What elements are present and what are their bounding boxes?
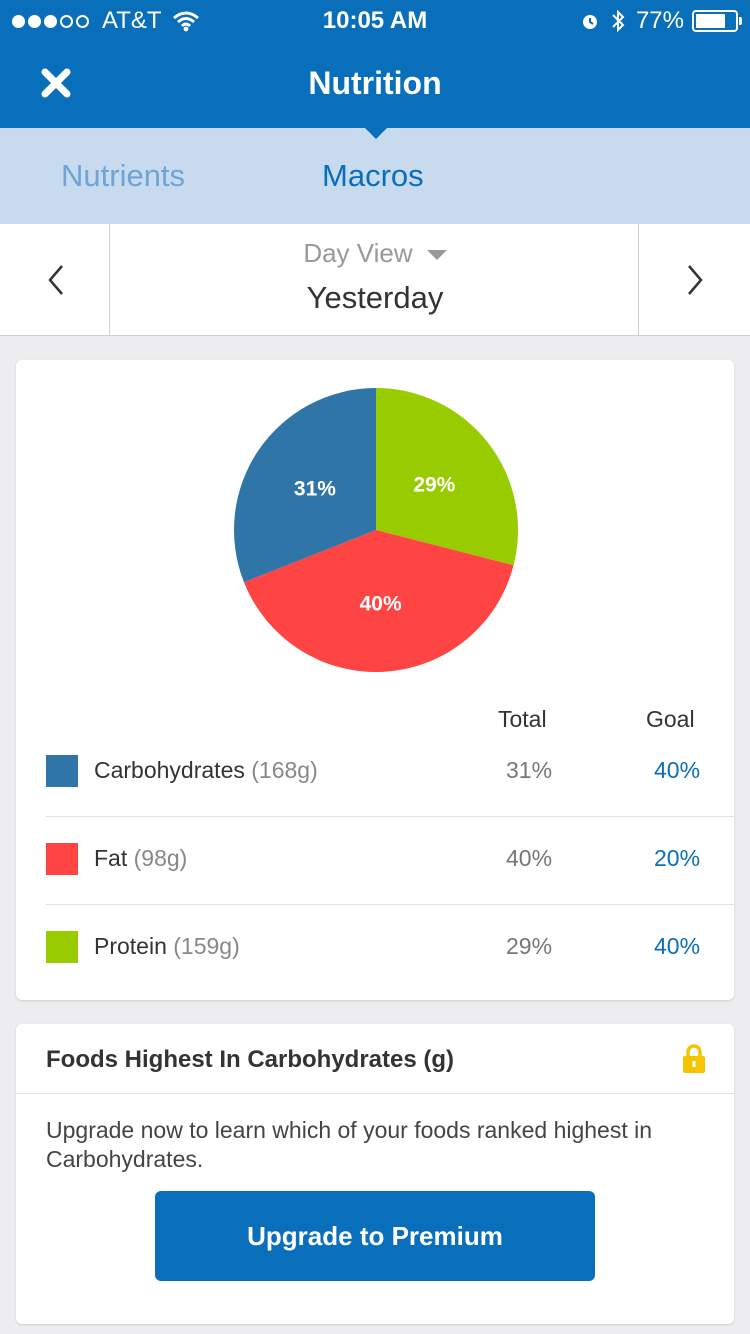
protein-total: 29% xyxy=(506,933,553,959)
foods-card-header: Foods Highest In Carbohydrates (g) xyxy=(16,1024,734,1094)
macro-row-carbohydrates: Carbohydrates (168g) 31% 40% xyxy=(46,729,734,817)
chevron-left-icon xyxy=(48,265,63,295)
selected-date: Yesterday xyxy=(306,280,444,315)
page-title: Nutrition xyxy=(308,65,442,101)
pie-slice-fat xyxy=(243,530,514,672)
bluetooth-icon xyxy=(612,9,625,33)
active-tab-indicator xyxy=(363,126,389,139)
macros-pie-chart: 29% 40% 31% xyxy=(234,388,518,672)
close-icon xyxy=(41,68,71,98)
macro-row-protein: Protein (159g) 29% 40% xyxy=(46,905,734,993)
fat-swatch xyxy=(46,843,78,875)
carrier-label: AT&T xyxy=(102,7,162,34)
fat-goal: 20% xyxy=(654,845,701,871)
battery-icon xyxy=(692,10,742,32)
caret-down-icon xyxy=(426,250,447,261)
chevron-right-icon xyxy=(688,265,703,295)
close-button[interactable] xyxy=(36,62,76,102)
macro-row-fat: Fat (98g) 40% 20% xyxy=(46,817,734,905)
macro-name: Protein (159g) xyxy=(94,933,240,960)
protein-swatch xyxy=(46,931,78,963)
tab-bar: Nutrients Macros xyxy=(0,128,750,224)
wifi-icon xyxy=(172,11,199,32)
protein-goal: 40% xyxy=(654,933,701,959)
goal-column-header: Goal xyxy=(646,706,695,732)
fat-label: Fat xyxy=(94,845,128,871)
pie-slice-protein xyxy=(376,388,518,566)
status-bar: AT&T 10:05 AM 77% xyxy=(0,0,750,40)
fat-total: 40% xyxy=(506,845,553,871)
protein-grams: (159g) xyxy=(173,933,240,959)
alarm-icon xyxy=(582,15,597,29)
status-left: AT&T xyxy=(12,7,200,35)
foods-highest-card: Foods Highest In Carbohydrates (g) Upgra… xyxy=(16,1024,734,1324)
lock-icon xyxy=(683,1044,705,1073)
upgrade-message: Upgrade now to learn which of your foods… xyxy=(46,1117,653,1172)
day-selector: Day View Yesterday xyxy=(0,224,750,336)
carbohydrates-label: Carbohydrates xyxy=(94,757,245,783)
tab-nutrients[interactable]: Nutrients xyxy=(61,158,186,193)
macros-card: 29% 40% 31% Total Goal Carbohydrates (168g… xyxy=(16,360,734,1000)
macro-name: Carbohydrates (168g) xyxy=(94,757,318,784)
upgrade-to-premium-button[interactable]: Upgrade to Premium xyxy=(155,1191,595,1281)
signal-strength-icon xyxy=(12,14,92,28)
nav-bar: Nutrition xyxy=(0,40,750,128)
fat-grams: (98g) xyxy=(133,845,188,871)
macro-name: Fat (98g) xyxy=(94,845,187,872)
pie-label-carbohydrates: 31% xyxy=(294,477,336,500)
pie-slice-carbohydrates xyxy=(234,388,376,583)
carbohydrates-grams: (168g) xyxy=(251,757,318,783)
protein-label: Protein xyxy=(94,933,167,959)
status-time: 10:05 AM xyxy=(322,7,428,34)
foods-card-title: Foods Highest In Carbohydrates (g) xyxy=(46,1046,455,1073)
pie-label-fat: 40% xyxy=(360,593,402,616)
pie-label-protein: 29% xyxy=(413,474,455,497)
carbohydrates-total: 31% xyxy=(506,757,553,783)
view-dropdown-label: Day View xyxy=(303,238,413,268)
battery-percent: 77% xyxy=(635,7,684,34)
carbohydrates-swatch xyxy=(46,755,78,787)
tab-macros[interactable]: Macros xyxy=(322,158,424,193)
status-right: 77% xyxy=(580,7,742,35)
previous-day-button[interactable] xyxy=(0,224,110,336)
next-day-button[interactable] xyxy=(638,224,750,336)
view-dropdown[interactable]: Day View xyxy=(0,238,750,269)
total-column-header: Total xyxy=(498,706,547,732)
carbohydrates-goal: 40% xyxy=(654,757,701,783)
